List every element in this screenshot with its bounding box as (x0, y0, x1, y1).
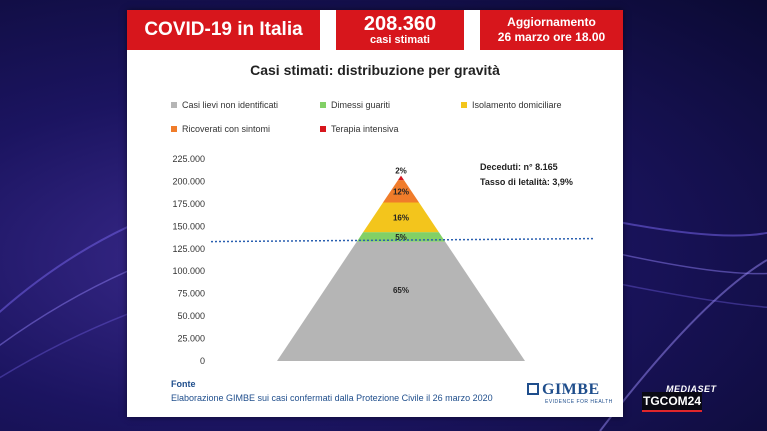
legend-label: Dimessi guariti (331, 100, 391, 110)
legend-swatch (320, 126, 326, 132)
legend-swatch (171, 102, 177, 108)
segment-percent-label: 16% (393, 213, 409, 222)
gimbe-logo-text: GIMBE (542, 381, 600, 398)
y-tick-label: 175.000 (172, 199, 205, 209)
y-tick-label: 25.000 (177, 334, 205, 344)
update-label: Aggiornamento (507, 15, 596, 29)
segment-percent-label: 5% (395, 233, 407, 242)
header-count: 208.360 casi stimati (336, 10, 464, 50)
y-tick-label: 150.000 (172, 221, 205, 231)
y-tick-label: 125.000 (172, 244, 205, 254)
header-title-text: COVID-19 in Italia (144, 19, 303, 40)
y-tick-label: 225.000 (172, 154, 205, 164)
pyramid-segment (397, 175, 405, 181)
y-tick-label: 50.000 (177, 311, 205, 321)
gimbe-logo-subtext: EVIDENCE FOR HEALTH (545, 399, 613, 405)
tgcom24-logo: TGCOM24 (642, 392, 702, 412)
y-tick-label: 75.000 (177, 289, 205, 299)
legend-item-icu: Terapia intensiva (320, 124, 399, 134)
segment-percent-label: 65% (393, 286, 409, 295)
source-text: Elaborazione GIMBE sui casi confermati d… (171, 393, 493, 403)
legend-item-home-isolation: Isolamento domiciliare (461, 100, 562, 110)
pyramid-chart: 225.000 200.000 175.000 150.000 125.000 100.0… (172, 154, 594, 366)
legend-swatch (171, 126, 177, 132)
legend-item-recovered: Dimessi guariti (320, 100, 390, 110)
segment-percent-label: 2% (395, 167, 407, 176)
pyramid-segment (363, 202, 439, 233)
legend-item-hospitalized: Ricoverati con sintomi (171, 124, 270, 134)
pyramid-segment (277, 241, 525, 361)
header-title: COVID-19 in Italia (127, 10, 320, 50)
pyramid-segment (382, 180, 420, 203)
total-cases-caption: casi stimati (370, 33, 430, 46)
lethality-annotation: Tasso di letalità: 3,9% (480, 177, 573, 187)
header-update: Aggiornamento 26 marzo ore 18.00 (480, 10, 623, 50)
legend-label: Terapia intensiva (331, 124, 399, 134)
source-label: Fonte (171, 379, 196, 389)
legend-swatch (461, 102, 467, 108)
update-date: 26 marzo ore 18.00 (497, 30, 606, 44)
gimbe-logo: GIMBE EVIDENCE FOR HEALTH (527, 381, 613, 405)
mediaset-logo: MEDIASET (666, 384, 717, 394)
y-tick-label: 100.000 (172, 266, 205, 276)
total-cases-value: 208.360 (363, 12, 437, 35)
segment-percent-label: 12% (393, 187, 409, 196)
chart-title: Casi stimati: distribuzione per gravità (250, 62, 500, 78)
deaths-annotation: Deceduti: n° 8.165 (480, 162, 558, 172)
legend-item-mild: Casi lievi non identificati (171, 100, 278, 110)
legend-swatch (320, 102, 326, 108)
legend-label: Isolamento domiciliare (472, 100, 562, 110)
y-tick-label: 0 (200, 356, 205, 366)
infographic-panel: COVID-19 in Italia 208.360 casi stimati … (127, 10, 623, 417)
legend-label: Ricoverati con sintomi (182, 124, 271, 134)
y-tick-label: 200.000 (172, 176, 205, 186)
legend-label: Casi lievi non identificati (182, 100, 279, 110)
gimbe-logo-mark (527, 383, 539, 395)
